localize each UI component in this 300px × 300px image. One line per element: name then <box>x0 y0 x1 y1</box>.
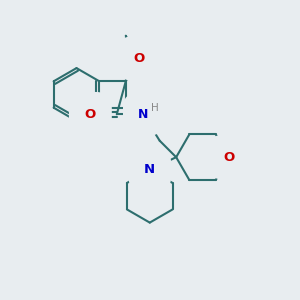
Text: H: H <box>151 103 158 113</box>
Text: O: O <box>133 52 145 65</box>
Text: O: O <box>223 151 235 164</box>
Text: N: N <box>144 163 155 176</box>
Text: O: O <box>85 108 96 121</box>
Text: N: N <box>138 108 148 121</box>
